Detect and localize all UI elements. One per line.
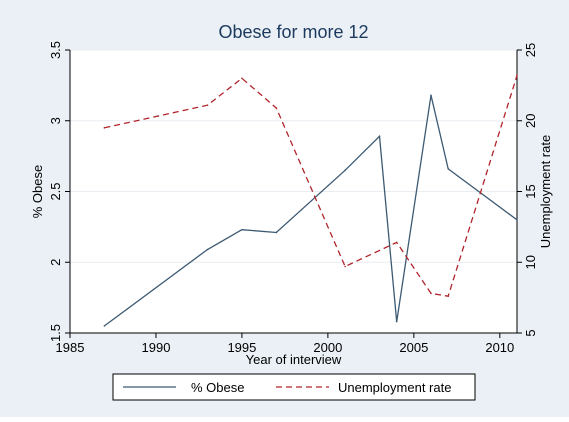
y-right-tick-label: 20 xyxy=(523,114,538,128)
data-point xyxy=(241,77,243,80)
x-axis-label: Year of interview xyxy=(246,352,342,367)
x-tick-label: 2010 xyxy=(485,340,514,355)
data-point xyxy=(516,219,518,221)
chart-title: Obese for more 12 xyxy=(218,22,368,42)
y-left-tick-label: 3.5 xyxy=(48,41,63,59)
data-point xyxy=(241,228,243,231)
data-point xyxy=(275,231,278,234)
data-point xyxy=(395,241,398,244)
data-point xyxy=(430,94,432,97)
data-point xyxy=(430,292,432,295)
x-tick-label: 2005 xyxy=(399,340,428,355)
data-point xyxy=(344,265,346,268)
data-point xyxy=(103,325,106,327)
y-left-tick-label: 1.5 xyxy=(48,324,63,342)
y-axis-right-label: Unemployment rate xyxy=(538,135,553,248)
x-tick-label: 1990 xyxy=(142,340,171,355)
data-point xyxy=(103,127,106,129)
y-left-tick-label: 2.5 xyxy=(48,182,63,200)
y-right-tick-label: 15 xyxy=(523,184,538,198)
data-point xyxy=(378,135,381,138)
y-right-tick-label: 10 xyxy=(523,255,538,269)
series-line-unemployment xyxy=(104,75,518,297)
data-point xyxy=(344,169,346,172)
data-point xyxy=(275,107,278,109)
data-point xyxy=(447,295,450,298)
data-point xyxy=(206,248,209,251)
data-point xyxy=(447,168,450,170)
series-line-obese xyxy=(104,95,518,327)
y-right-tick-label: 5 xyxy=(523,329,538,336)
legend-label-unemployment: Unemployment rate xyxy=(338,380,451,395)
x-tick-label: 1995 xyxy=(227,340,256,355)
x-tick-label: 1985 xyxy=(56,340,85,355)
data-point xyxy=(206,104,209,106)
y-right-tick-label: 25 xyxy=(523,43,538,57)
x-tick-label: 2000 xyxy=(313,340,342,355)
data-point xyxy=(395,320,398,323)
y-left-tick-label: 2 xyxy=(48,259,63,266)
y-axis-left-label: % Obese xyxy=(30,165,45,218)
data-point xyxy=(516,74,518,77)
legend-label-obese: % Obese xyxy=(191,380,244,395)
y-left-tick-label: 3 xyxy=(48,117,63,124)
